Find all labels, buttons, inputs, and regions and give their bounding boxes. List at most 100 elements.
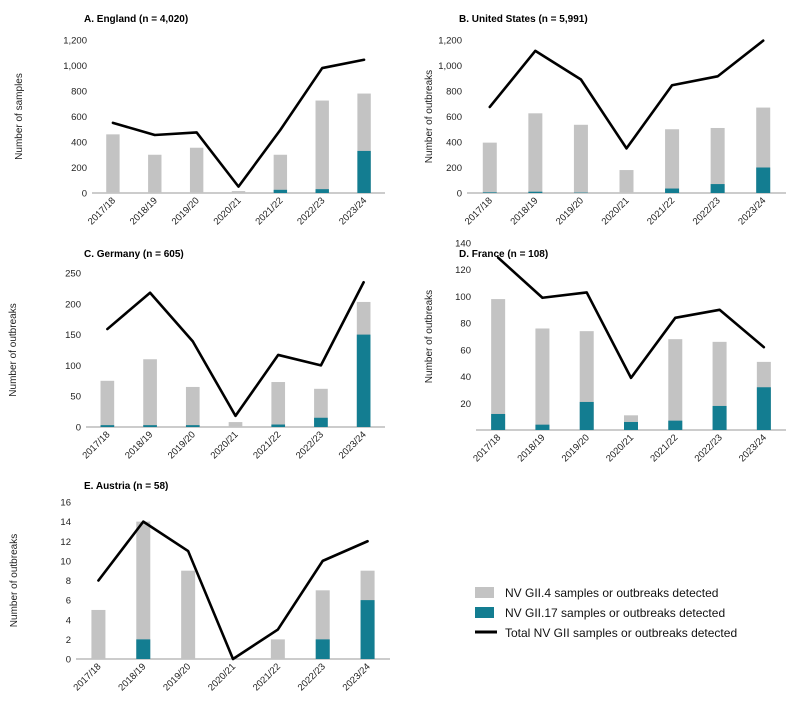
bar-gii17 [668, 420, 683, 430]
bar-gii4 [100, 380, 115, 427]
bar-gii17 [315, 639, 330, 659]
bar-gii17 [756, 387, 771, 430]
x-tick-label: 2019/20 [554, 195, 586, 227]
y-axis-label: Number of outbreaks [424, 290, 435, 383]
y-tick-label: 0 [457, 189, 462, 200]
y-tick-label: 100 [65, 361, 81, 372]
y-tick-label: 4 [66, 615, 71, 626]
bar-gii17 [185, 425, 200, 427]
x-tick-label: 2023/24 [737, 432, 769, 464]
x-tick-label: 2017/18 [463, 195, 495, 227]
bar-gii4 [181, 570, 196, 659]
y-tick-label: 10 [60, 556, 71, 567]
bar-gii4 [535, 328, 550, 430]
bar-gii4 [665, 129, 680, 193]
panel-title: C. Germany (n = 605) [84, 249, 184, 260]
bar-gii4 [185, 386, 200, 427]
x-tick-label: 2021/22 [648, 432, 680, 464]
bar-gii4 [231, 191, 246, 193]
y-tick-label: 200 [65, 299, 81, 310]
x-tick-label: 2021/22 [253, 195, 285, 227]
bar-gii4 [573, 124, 588, 193]
bar-gii17 [579, 401, 594, 430]
bar-gii17 [528, 191, 543, 193]
bar-gii4 [106, 134, 120, 193]
panel-d: D. France (n = 108) Number of outbreaks 20… [424, 239, 786, 464]
y-tick-label: 2 [66, 635, 71, 646]
bar-gii17 [712, 405, 727, 430]
y-tick-label: 60 [460, 345, 471, 356]
y-tick-label: 1,200 [63, 36, 87, 47]
bar-gii4 [315, 100, 329, 193]
x-tick-label: 2017/18 [471, 432, 503, 464]
bar-gii4 [314, 388, 328, 427]
y-tick-label: 80 [460, 319, 471, 330]
legend-swatch-gii4 [475, 587, 494, 598]
y-tick-label: 40 [460, 372, 471, 383]
bar-gii17 [100, 425, 115, 427]
x-tick-label: 2017/18 [71, 661, 103, 693]
bar-gii17 [136, 639, 151, 659]
y-tick-label: 400 [71, 138, 87, 149]
bar-gii17 [271, 424, 286, 427]
y-tick-label: 1,000 [438, 61, 462, 72]
x-tick-label: 2018/19 [508, 195, 540, 227]
total-line [106, 280, 365, 418]
total-line [97, 520, 369, 661]
bar-gii4 [491, 299, 506, 430]
total-line [488, 39, 765, 150]
x-tick-label: 2020/21 [206, 661, 238, 693]
bar-gii4 [270, 639, 285, 659]
bar-gii4 [271, 382, 286, 427]
x-tick-label: 2018/19 [116, 661, 148, 693]
bar-gii4 [710, 127, 725, 193]
bar-gii17 [535, 424, 550, 430]
y-tick-label: 8 [66, 576, 71, 587]
panel-b: B. United States (n = 5,991) Number of ou… [424, 14, 786, 227]
y-tick-label: 600 [71, 112, 87, 123]
bar-gii4 [228, 422, 243, 427]
y-tick-label: 0 [66, 655, 71, 666]
y-tick-label: 200 [71, 163, 87, 174]
x-tick-label: 2019/20 [170, 195, 202, 227]
panel-title: E. Austria (n = 58) [84, 481, 168, 492]
x-tick-label: 2021/22 [645, 195, 677, 227]
legend-swatch-gii17 [475, 607, 494, 618]
panel-title: B. United States (n = 5,991) [459, 14, 588, 25]
y-tick-label: 0 [76, 423, 81, 434]
y-tick-label: 100 [455, 292, 471, 303]
bar-gii17 [710, 184, 725, 193]
legend-label-gii17: NV GII.17 samples or outbreaks detected [505, 606, 725, 620]
panel-title: A. England (n = 4,020) [84, 14, 188, 25]
y-tick-label: 600 [446, 112, 462, 123]
total-line [111, 58, 366, 188]
x-tick-label: 2019/20 [560, 432, 592, 464]
y-tick-label: 800 [446, 87, 462, 98]
x-tick-label: 2019/20 [166, 429, 198, 461]
x-tick-label: 2023/24 [337, 195, 369, 227]
bar-gii17 [315, 189, 329, 193]
x-tick-label: 2017/18 [86, 195, 118, 227]
y-tick-label: 14 [60, 517, 71, 528]
x-tick-label: 2020/21 [604, 432, 636, 464]
bar-gii4 [189, 147, 204, 193]
y-tick-label: 400 [446, 138, 462, 149]
y-tick-label: 20 [460, 399, 471, 410]
bar-gii4 [482, 142, 497, 193]
panel-a: A. England (n = 4,020) Number of samples 0… [14, 14, 385, 227]
bar-gii17 [756, 167, 771, 193]
y-axis-label: Number of outbreaks [424, 70, 435, 163]
x-tick-label: 2022/23 [296, 661, 328, 693]
bar-gii17 [624, 421, 638, 430]
legend-label-total: Total NV GII samples or outbreaks detect… [505, 626, 737, 640]
y-tick-label: 6 [66, 596, 71, 607]
panel-c: C. Germany (n = 605) Number of outbreaks 0… [8, 249, 385, 461]
y-tick-label: 120 [455, 265, 471, 276]
y-tick-label: 1,200 [438, 36, 462, 47]
bar-gii4 [273, 154, 288, 193]
y-tick-label: 1,000 [63, 61, 87, 72]
y-tick-label: 0 [82, 189, 87, 200]
legend: NV GII.4 samples or outbreaks detected N… [475, 586, 737, 640]
bar-gii17 [143, 425, 157, 427]
